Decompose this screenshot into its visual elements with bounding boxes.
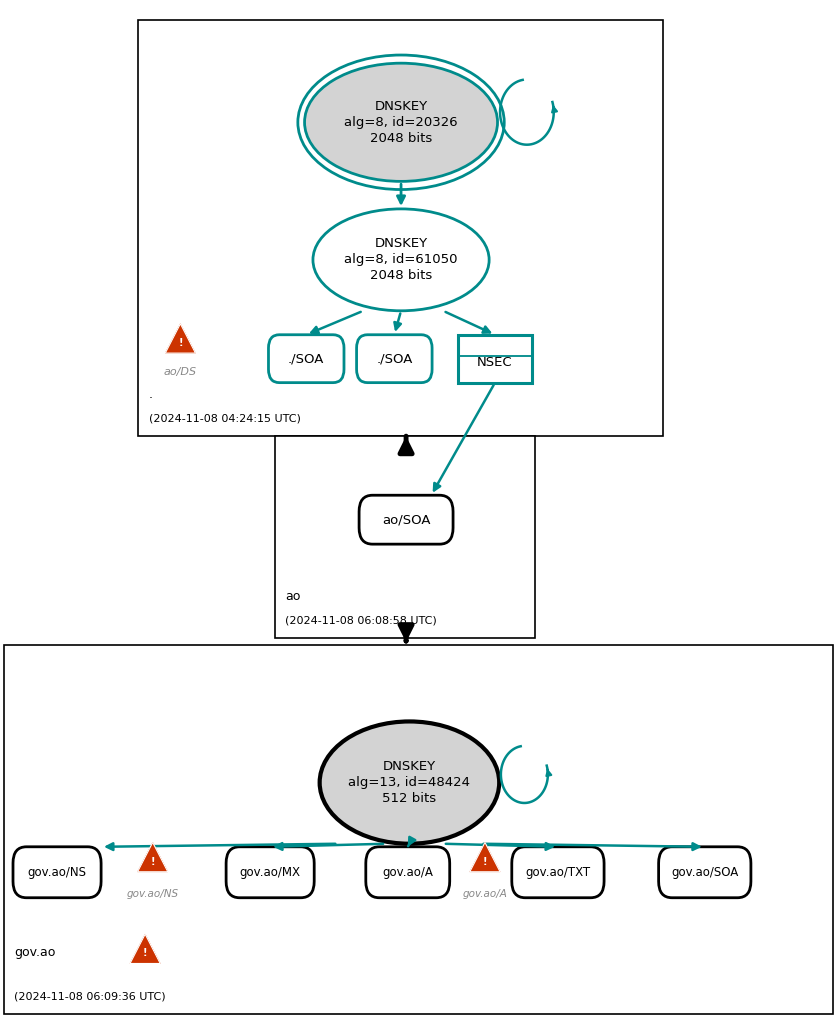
FancyBboxPatch shape: [359, 495, 453, 544]
FancyBboxPatch shape: [512, 847, 604, 898]
Polygon shape: [470, 843, 500, 872]
Text: ao: ao: [285, 590, 300, 603]
Ellipse shape: [313, 209, 489, 311]
Text: gov.ao/A: gov.ao/A: [462, 889, 508, 899]
Text: DNSKEY
alg=8, id=20326
2048 bits: DNSKEY alg=8, id=20326 2048 bits: [344, 100, 458, 145]
Text: (2024-11-08 06:09:36 UTC): (2024-11-08 06:09:36 UTC): [14, 991, 166, 1002]
Text: ao/SOA: ao/SOA: [382, 514, 430, 526]
FancyBboxPatch shape: [659, 847, 751, 898]
Text: !: !: [482, 857, 487, 866]
Polygon shape: [165, 324, 195, 354]
Text: ao/DS: ao/DS: [164, 367, 197, 377]
Text: gov.ao/MX: gov.ao/MX: [240, 866, 300, 878]
Polygon shape: [130, 934, 160, 964]
Text: (2024-11-08 06:08:58 UTC): (2024-11-08 06:08:58 UTC): [285, 615, 437, 626]
Text: NSEC: NSEC: [477, 357, 513, 369]
Text: gov.ao/SOA: gov.ao/SOA: [671, 866, 738, 878]
Ellipse shape: [305, 63, 498, 181]
Text: gov.ao: gov.ao: [14, 946, 55, 959]
Text: ./SOA: ./SOA: [288, 353, 325, 365]
Ellipse shape: [320, 721, 499, 844]
Text: .: .: [149, 388, 153, 401]
Bar: [275, 436, 535, 638]
FancyBboxPatch shape: [268, 334, 344, 382]
Text: gov.ao/NS: gov.ao/NS: [127, 889, 179, 899]
Text: gov.ao/NS: gov.ao/NS: [28, 866, 86, 878]
Text: !: !: [143, 949, 148, 958]
FancyBboxPatch shape: [357, 334, 432, 382]
FancyBboxPatch shape: [366, 847, 450, 898]
FancyBboxPatch shape: [226, 847, 314, 898]
Bar: [458, 334, 532, 382]
Text: (2024-11-08 04:24:15 UTC): (2024-11-08 04:24:15 UTC): [149, 414, 300, 424]
Text: ./SOA: ./SOA: [376, 353, 413, 365]
Bar: [4, 645, 833, 1014]
Text: gov.ao/A: gov.ao/A: [383, 866, 433, 878]
Bar: [138, 20, 663, 436]
FancyBboxPatch shape: [13, 847, 101, 898]
Polygon shape: [138, 843, 168, 872]
Text: DNSKEY
alg=13, id=48424
512 bits: DNSKEY alg=13, id=48424 512 bits: [348, 760, 471, 805]
Text: !: !: [178, 338, 183, 347]
Text: DNSKEY
alg=8, id=61050
2048 bits: DNSKEY alg=8, id=61050 2048 bits: [344, 237, 458, 282]
Text: gov.ao/TXT: gov.ao/TXT: [525, 866, 591, 878]
Text: !: !: [150, 857, 155, 866]
